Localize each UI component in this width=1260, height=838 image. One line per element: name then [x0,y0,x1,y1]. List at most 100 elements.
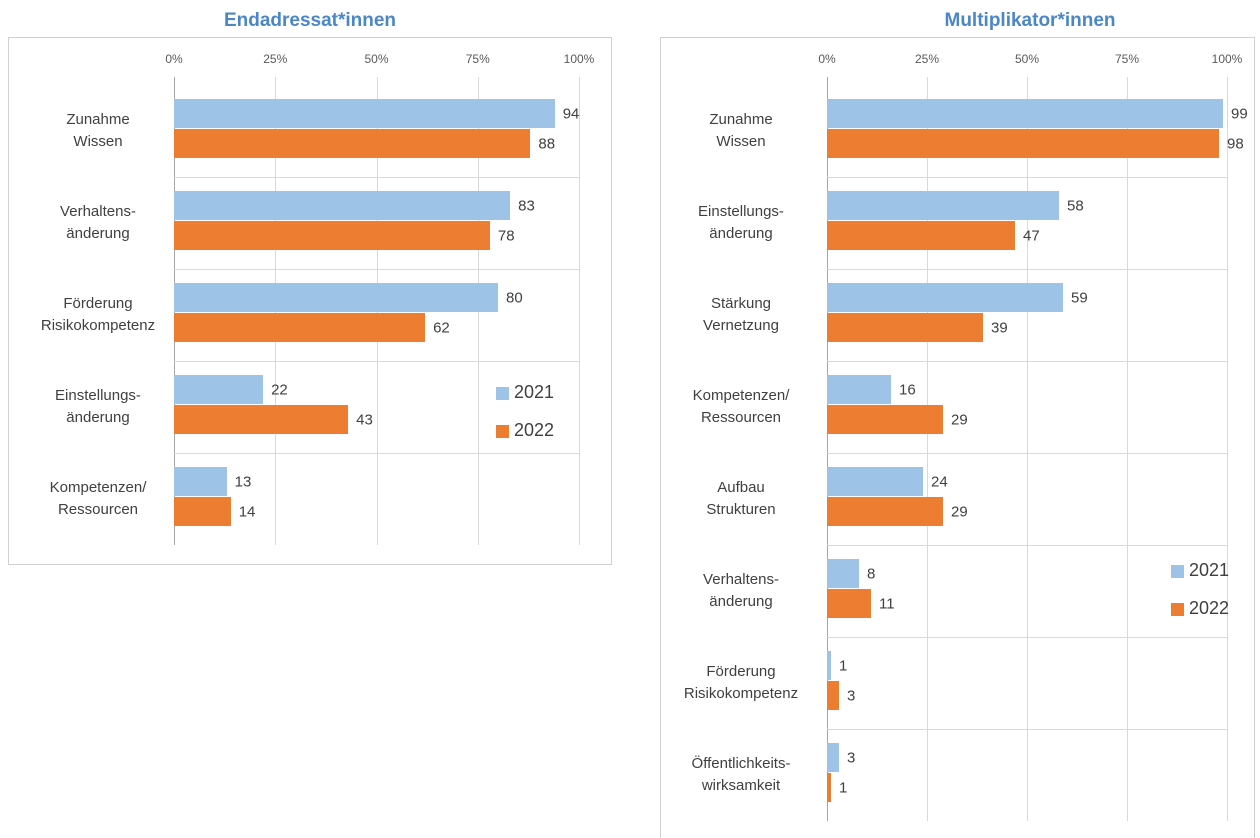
value-label: 39 [991,319,1008,336]
y-tick-label: Verhaltens- änderung [703,571,779,610]
y-tick-label: Aufbau Strukturen [706,479,776,518]
value-label: 47 [1023,227,1040,244]
bar [174,99,555,128]
value-label: 1 [839,657,848,674]
bar [174,405,349,434]
row-separator [174,177,579,178]
y-tick-label: Förderung Risikokompetenz [683,663,799,702]
bar [827,313,983,342]
legend-swatch [1171,603,1184,616]
y-tick-label: Öffentlichkeits- wirksamkeit [691,755,791,794]
bar [827,497,943,526]
y-tick-label: Stärkung Vernetzung [703,295,779,334]
grid-line [927,77,928,821]
row-separator [174,269,579,270]
legend-swatch [1171,565,1184,578]
row-separator [827,453,1227,454]
value-label: 11 [879,595,895,612]
bar [174,221,490,250]
y-tick-label: Einstellungs- änderung [55,387,141,426]
value-label: 1 [839,779,848,796]
bar [827,651,831,680]
x-tick-label: 50% [364,52,389,66]
bar [827,559,859,588]
value-label: 88 [538,135,556,152]
chart-panel: 0% 25% 50% 75% 100% Zunahme Wissen 94 88 Verhalt… [8,37,612,565]
legend-swatch [496,387,509,400]
bar [174,375,264,404]
chart-panel: 0% 25% 50% 75% 100% Zunahme Wissen 99 98 Einstel… [660,37,1255,838]
legend-label: 2021 [1189,560,1230,580]
x-tick-label: 75% [465,52,490,66]
x-tick-label: 100% [563,52,595,66]
bar [827,221,1015,250]
value-label: 29 [951,411,968,428]
x-tick-label: 75% [1114,52,1140,66]
value-label: 24 [931,473,948,490]
row-separator [827,545,1227,546]
legend-label: 2021 [514,382,555,402]
value-label: 99 [1231,105,1248,122]
bar [827,191,1059,220]
y-tick-label: Zunahme Wissen [709,111,773,150]
value-label: 43 [356,411,373,428]
y-tick-label: Zunahme Wissen [66,111,130,150]
bar [827,283,1063,312]
value-label: 16 [899,381,916,398]
bar [827,743,839,772]
row-separator [827,269,1227,270]
x-tick-label: 100% [1211,52,1243,66]
bar [827,681,839,710]
row-separator [827,637,1227,638]
value-label: 13 [234,473,252,490]
y-tick-label: Kompetenzen/ Ressourcen [692,387,790,426]
grid-line [579,77,580,545]
grid-line [1227,77,1228,821]
legend-label: 2022 [1189,598,1230,618]
row-separator [827,729,1227,730]
y-tick-label: Einstellungs- änderung [698,203,784,242]
legend-swatch [496,425,509,438]
chart-title: Endadressat*innen [223,10,397,31]
legend-label: 2022 [514,420,555,440]
grid-line [1127,77,1128,821]
row-separator [827,361,1227,362]
x-tick-label: 50% [1014,52,1040,66]
bar [174,497,231,526]
value-label: 98 [1227,135,1244,152]
x-tick-label: 25% [914,52,940,66]
y-tick-label: Kompetenzen/ Ressourcen [49,479,147,518]
bar [174,191,511,220]
bar [827,467,923,496]
value-label: 29 [951,503,968,520]
bar [174,467,227,496]
row-separator [174,361,579,362]
x-tick-label: 0% [165,52,183,66]
y-tick-label: Verhaltens- änderung [60,203,136,242]
value-label: 94 [562,105,580,122]
row-separator [827,177,1227,178]
value-label: 78 [497,227,515,244]
value-label: 22 [271,381,288,398]
bar [827,589,871,618]
value-label: 8 [867,565,876,582]
bar [827,99,1223,128]
value-label: 62 [433,319,450,336]
x-tick-label: 0% [818,52,836,66]
bar [827,129,1219,158]
value-label: 14 [238,503,256,520]
bar [827,405,943,434]
x-tick-label: 25% [263,52,288,66]
chart-title: Multiplikator*innen [944,10,1116,31]
bar [827,773,831,802]
value-label: 80 [506,289,523,306]
y-tick-label: Förderung Risikokompetenz [40,295,156,334]
bar [174,283,498,312]
value-label: 58 [1067,197,1084,214]
value-label: 3 [847,749,856,766]
bar [174,313,426,342]
bar [827,375,891,404]
value-label: 83 [518,197,535,214]
value-label: 59 [1071,289,1088,306]
